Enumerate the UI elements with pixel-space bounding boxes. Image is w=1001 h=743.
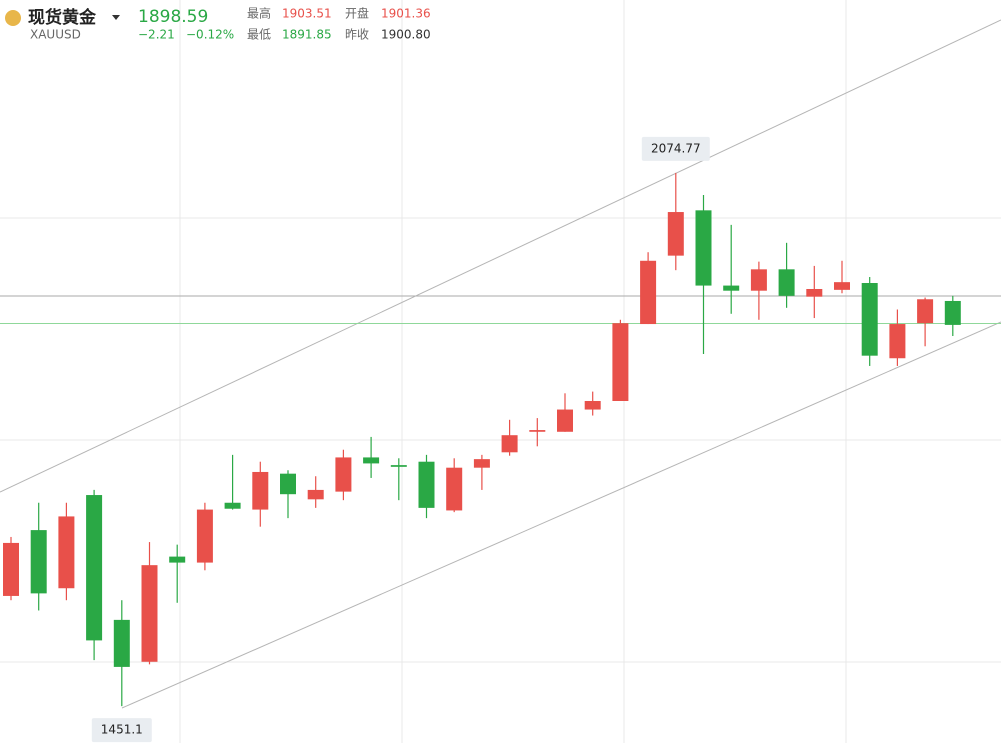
value: 1903.51 — [282, 7, 332, 21]
candle-body — [501, 435, 518, 453]
candle-body — [86, 495, 103, 641]
candle-body — [363, 457, 380, 464]
candle-body — [335, 457, 352, 492]
channel-lower — [121, 321, 1001, 709]
instrument-name: 现货黄金 — [28, 7, 97, 28]
value: 1891.85 — [282, 28, 332, 42]
icon — [5, 10, 21, 26]
label: 昨收 — [345, 28, 369, 42]
symbol: XAUUSD — [30, 28, 81, 42]
candle-body — [834, 282, 850, 290]
candle-body — [473, 459, 490, 468]
candle-body — [252, 471, 269, 510]
candle-body — [557, 409, 573, 432]
candle-body — [141, 565, 158, 662]
candle-body — [3, 542, 19, 596]
candle-body — [390, 465, 407, 467]
price: 1898.59 — [138, 7, 208, 27]
annotation-label: 1451.1 — [101, 723, 143, 737]
annotation-label: 2074.77 — [651, 141, 701, 155]
label: 最高 — [247, 6, 271, 21]
candle-body — [778, 269, 795, 296]
candle-body — [917, 299, 934, 324]
candle-body — [806, 288, 823, 297]
candle-body — [695, 210, 712, 286]
candle-body — [196, 509, 213, 563]
candle-body — [944, 300, 961, 325]
value: 1900.80 — [381, 28, 431, 42]
change: −2.21 — [138, 28, 175, 42]
value: 1901.36 — [381, 7, 431, 21]
dropdown-arrow[interactable] — [112, 15, 120, 20]
candle-body — [612, 323, 629, 401]
channel-upper — [0, 19, 1001, 493]
candle-body — [861, 283, 878, 356]
candle-body — [280, 473, 296, 495]
header: 现货黄金 1898.59 XAUUSD −2.21 −0.12% 最高 1903… — [5, 6, 431, 42]
candle-body — [418, 461, 435, 508]
annotation-box — [641, 136, 710, 161]
candle-body — [58, 516, 75, 589]
candle-body — [640, 260, 657, 325]
candle-body — [113, 619, 130, 667]
candle-body — [30, 530, 47, 594]
change-pct: −0.12% — [186, 28, 234, 42]
label: 开盘 — [345, 6, 369, 21]
candles: 2074.77 1451.1 — [0, 136, 1001, 743]
candle-body — [169, 556, 186, 563]
candle-body — [224, 502, 241, 509]
candle-body — [889, 324, 906, 359]
annotation-box — [91, 718, 152, 743]
label: 最低 — [247, 28, 271, 42]
candle-body — [750, 269, 767, 291]
candle-body — [584, 400, 601, 410]
candle-body — [723, 285, 740, 291]
candle-body — [529, 430, 546, 432]
candle-body — [667, 212, 684, 256]
candle-body — [307, 489, 324, 500]
candle-body — [446, 467, 463, 511]
